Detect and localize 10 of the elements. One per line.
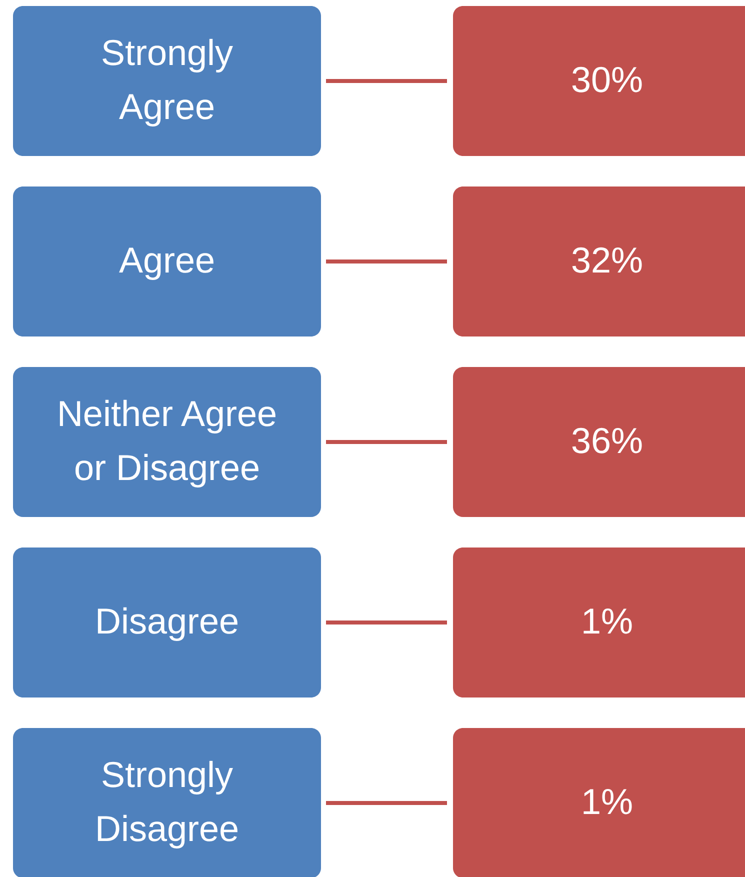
category-label: Disagree xyxy=(94,600,240,642)
category-label: Strongly Disagree xyxy=(94,754,240,849)
category-label: Agree xyxy=(118,240,216,281)
data-label: 32% xyxy=(570,240,644,281)
data-label: 30% xyxy=(570,59,644,100)
category-label: Strongly Agree xyxy=(100,32,234,128)
data-label: 1% xyxy=(580,780,634,822)
data-label: 1% xyxy=(580,600,634,642)
data-label: 36% xyxy=(570,420,644,461)
category-label: Neither Agree or Disagree xyxy=(56,393,278,488)
